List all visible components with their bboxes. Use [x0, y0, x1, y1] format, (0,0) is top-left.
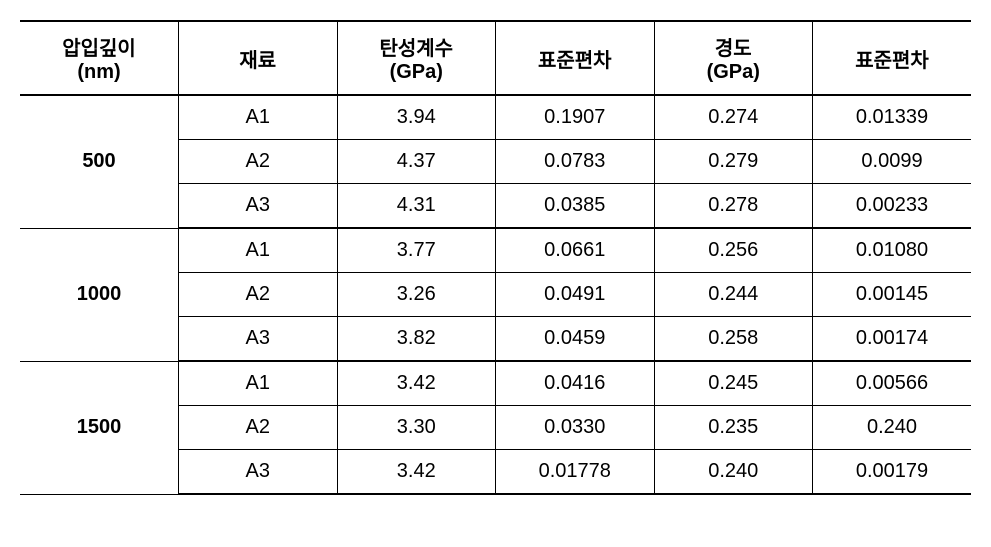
col-header-modulus-label: 탄성계수	[344, 32, 490, 61]
cell-material: A2	[179, 406, 338, 450]
cell-hardness: 0.240	[654, 450, 813, 495]
cell-modulus-sd: 0.0459	[496, 317, 655, 362]
col-header-hardness: 경도 (GPa)	[654, 21, 813, 95]
cell-modulus: 4.37	[337, 140, 496, 184]
cell-hardness-sd: 0.0099	[813, 140, 972, 184]
cell-modulus: 3.94	[337, 95, 496, 140]
cell-modulus-sd: 0.0385	[496, 184, 655, 229]
col-header-material-label: 재료	[185, 44, 331, 73]
col-header-depth-unit: (nm)	[26, 61, 172, 84]
data-table-container: 압입깊이 (nm) 재료 탄성계수 (GPa) 표준편차 경도 (GPa)	[20, 20, 971, 495]
cell-depth: 500	[20, 95, 179, 228]
cell-hardness: 0.278	[654, 184, 813, 229]
cell-modulus-sd: 0.0330	[496, 406, 655, 450]
cell-material: A2	[179, 140, 338, 184]
cell-modulus: 4.31	[337, 184, 496, 229]
col-header-material: 재료	[179, 21, 338, 95]
cell-hardness-sd: 0.00179	[813, 450, 972, 495]
col-header-modulus-sd: 표준편차	[496, 21, 655, 95]
col-header-modulus-sd-label: 표준편차	[502, 44, 648, 73]
cell-modulus: 3.26	[337, 273, 496, 317]
cell-material: A1	[179, 228, 338, 273]
cell-material: A1	[179, 95, 338, 140]
cell-hardness: 0.235	[654, 406, 813, 450]
cell-material: A3	[179, 184, 338, 229]
data-table: 압입깊이 (nm) 재료 탄성계수 (GPa) 표준편차 경도 (GPa)	[20, 20, 971, 495]
cell-hardness: 0.258	[654, 317, 813, 362]
cell-modulus-sd: 0.0491	[496, 273, 655, 317]
cell-modulus: 3.42	[337, 450, 496, 495]
cell-hardness: 0.244	[654, 273, 813, 317]
col-header-modulus-unit: (GPa)	[344, 61, 490, 84]
cell-modulus-sd: 0.1907	[496, 95, 655, 140]
cell-hardness-sd: 0.01080	[813, 228, 972, 273]
cell-hardness: 0.245	[654, 361, 813, 406]
cell-hardness: 0.279	[654, 140, 813, 184]
cell-modulus-sd: 0.0783	[496, 140, 655, 184]
table-header-row: 압입깊이 (nm) 재료 탄성계수 (GPa) 표준편차 경도 (GPa)	[20, 21, 971, 95]
col-header-depth-label: 압입깊이	[26, 32, 172, 61]
cell-modulus: 3.77	[337, 228, 496, 273]
table-row: 1500 A1 3.42 0.0416 0.245 0.00566	[20, 361, 971, 406]
cell-hardness-sd: 0.00174	[813, 317, 972, 362]
table-header: 압입깊이 (nm) 재료 탄성계수 (GPa) 표준편차 경도 (GPa)	[20, 21, 971, 95]
cell-material: A3	[179, 317, 338, 362]
cell-hardness-sd: 0.00233	[813, 184, 972, 229]
cell-hardness-sd: 0.00145	[813, 273, 972, 317]
cell-hardness: 0.274	[654, 95, 813, 140]
cell-modulus: 3.82	[337, 317, 496, 362]
cell-modulus-sd: 0.0416	[496, 361, 655, 406]
col-header-depth: 압입깊이 (nm)	[20, 21, 179, 95]
cell-modulus: 3.42	[337, 361, 496, 406]
cell-modulus-sd: 0.0661	[496, 228, 655, 273]
col-header-hardness-sd: 표준편차	[813, 21, 972, 95]
cell-hardness-sd: 0.01339	[813, 95, 972, 140]
cell-modulus: 3.30	[337, 406, 496, 450]
cell-depth: 1000	[20, 228, 179, 361]
col-header-hardness-label: 경도	[661, 32, 807, 61]
table-row: 1000 A1 3.77 0.0661 0.256 0.01080	[20, 228, 971, 273]
cell-hardness-sd: 0.240	[813, 406, 972, 450]
cell-material: A2	[179, 273, 338, 317]
col-header-hardness-sd-label: 표준편차	[819, 44, 965, 73]
cell-hardness: 0.256	[654, 228, 813, 273]
table-body: 500 A1 3.94 0.1907 0.274 0.01339 A2 4.37…	[20, 95, 971, 494]
cell-material: A3	[179, 450, 338, 495]
cell-hardness-sd: 0.00566	[813, 361, 972, 406]
col-header-modulus: 탄성계수 (GPa)	[337, 21, 496, 95]
cell-depth: 1500	[20, 361, 179, 494]
table-row: 500 A1 3.94 0.1907 0.274 0.01339	[20, 95, 971, 140]
cell-modulus-sd: 0.01778	[496, 450, 655, 495]
cell-material: A1	[179, 361, 338, 406]
col-header-hardness-unit: (GPa)	[661, 61, 807, 84]
